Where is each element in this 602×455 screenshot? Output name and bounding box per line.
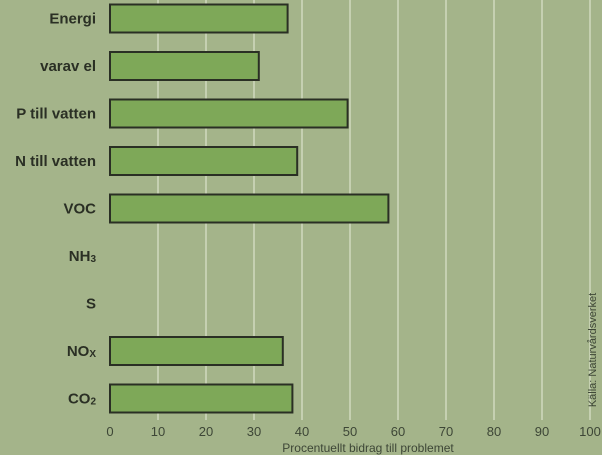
bar	[109, 146, 299, 176]
category-label: NH3	[69, 248, 97, 265]
category-label: N till vatten	[15, 153, 96, 170]
category-label: NOX	[67, 343, 97, 360]
bar	[109, 193, 390, 224]
x-tick-label: 100	[579, 424, 601, 439]
x-tick-label: 40	[295, 424, 309, 439]
category-label: P till vatten	[16, 106, 96, 123]
bars	[109, 3, 390, 414]
bar	[109, 383, 294, 414]
category-label: varav el	[40, 58, 96, 75]
x-tick-label: 60	[391, 424, 405, 439]
x-tick-label: 70	[439, 424, 453, 439]
bar	[109, 51, 260, 81]
bar	[109, 98, 349, 129]
x-tick-label: 90	[535, 424, 549, 439]
x-tick-label: 30	[247, 424, 261, 439]
bar	[109, 336, 284, 366]
category-label: Energi	[49, 11, 96, 28]
x-tick-label: 20	[199, 424, 213, 439]
x-axis-title: Procentuellt bidrag till problemet	[282, 441, 454, 455]
bar	[109, 3, 289, 34]
category-label: CO2	[68, 391, 97, 408]
x-tick-label: 0	[106, 424, 113, 439]
x-tick-label: 10	[151, 424, 165, 439]
source-label: Källa: Naturvårdsverket	[587, 293, 599, 407]
category-labels: Energi varav el P till vatten N till vatten…	[15, 11, 96, 408]
x-tick-labels: 0 10 20 30 40 50 60 70 80 90 100	[106, 424, 600, 439]
category-label: S	[86, 296, 96, 313]
category-label: VOC	[63, 201, 96, 218]
x-tick-label: 50	[343, 424, 357, 439]
x-tick-label: 80	[487, 424, 501, 439]
